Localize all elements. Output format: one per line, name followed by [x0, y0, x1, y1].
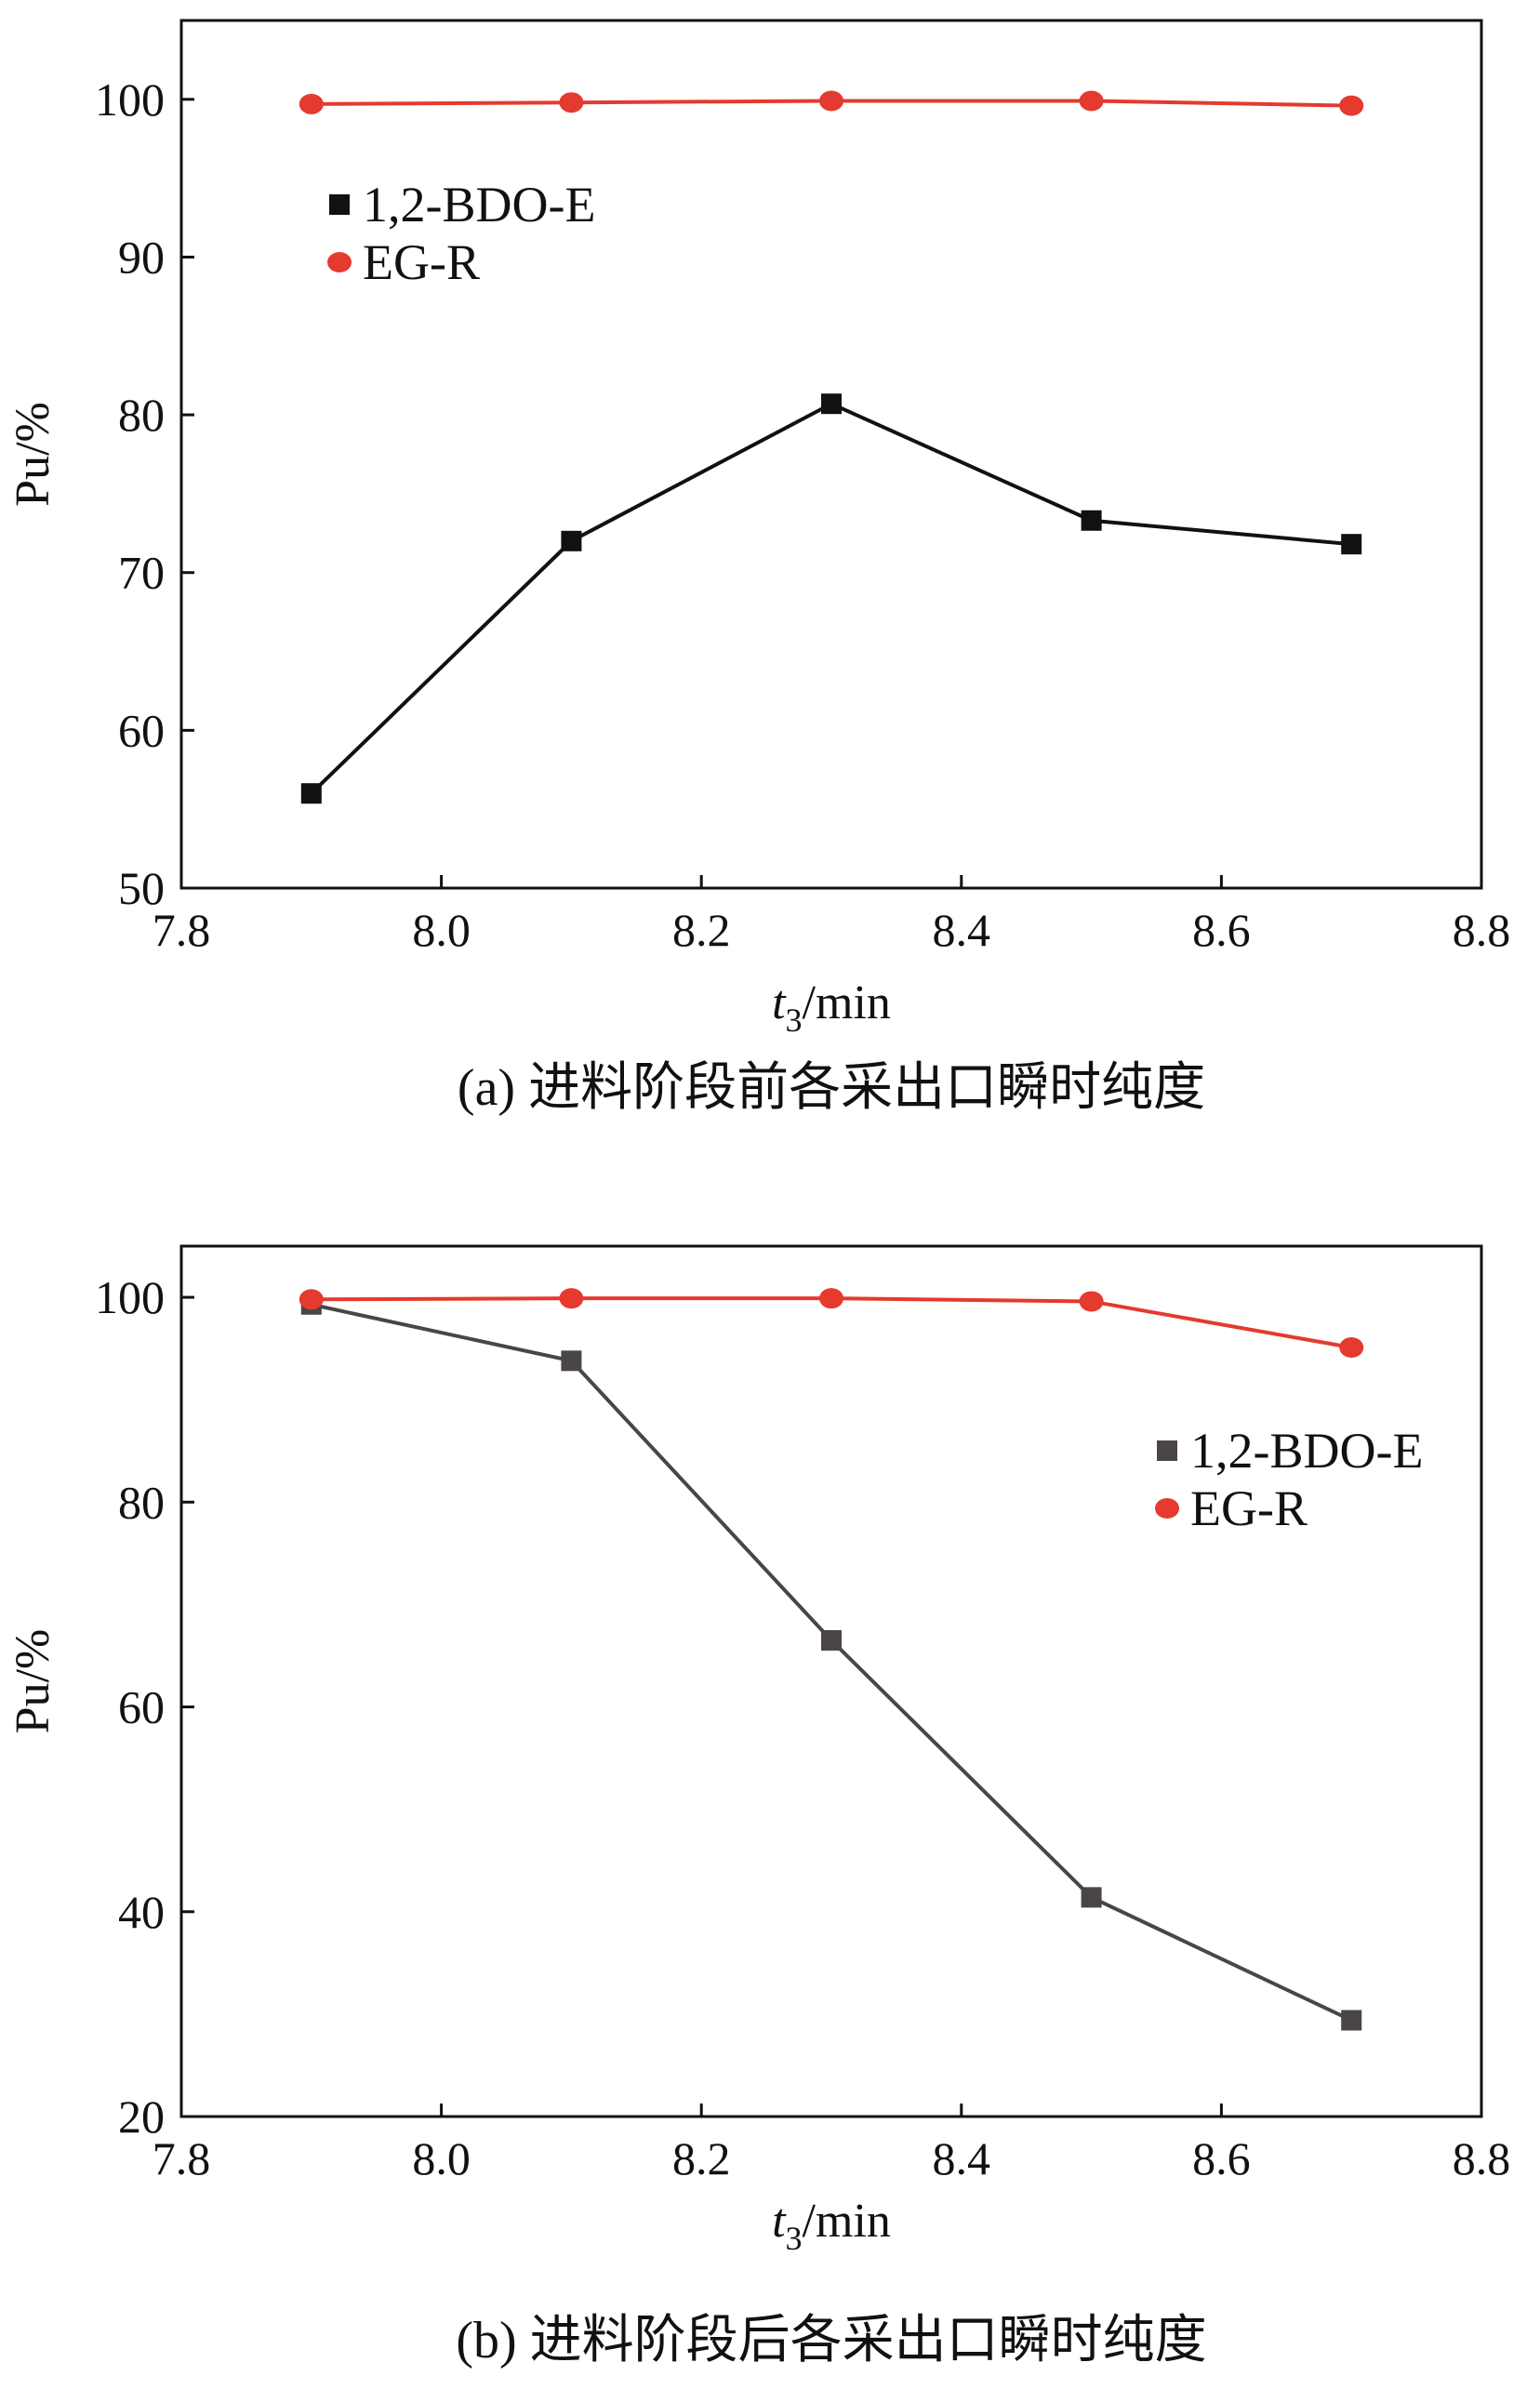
- data-point-circle: [1079, 1291, 1104, 1312]
- series-eg-r: [299, 1288, 1364, 1359]
- data-point-circle: [1339, 1337, 1364, 1359]
- y-tick-label: 100: [95, 1271, 165, 1323]
- legend-entry: EG-R: [1155, 1480, 1308, 1536]
- x-tick-label: 8.4: [933, 904, 991, 956]
- x-axis-label: t3/min: [772, 2195, 891, 2257]
- data-point-square: [561, 1350, 582, 1372]
- y-tick-label: 60: [118, 704, 165, 756]
- legend-label: EG-R: [363, 234, 480, 290]
- x-tick-label: 8.4: [933, 2132, 991, 2184]
- x-tick-label: 8.6: [1192, 904, 1251, 956]
- data-point-square: [300, 783, 322, 804]
- plot-frame: [179, 1244, 1483, 2118]
- series-bdo-e: [300, 1294, 1362, 2031]
- legend-label: EG-R: [1190, 1480, 1308, 1536]
- data-point-square: [1341, 534, 1362, 555]
- x-tick-label: 8.0: [412, 904, 471, 956]
- y-tick-label: 50: [118, 862, 165, 914]
- y-tick-label: 80: [118, 1476, 165, 1528]
- series-bdo-e: [300, 393, 1362, 804]
- data-point-square: [561, 530, 582, 551]
- data-point-square: [821, 393, 842, 415]
- data-point-square: [1341, 2010, 1362, 2031]
- data-point-square: [1081, 1887, 1102, 1908]
- y-tick-label: 90: [118, 231, 165, 283]
- chart-caption: (a) 进料阶段前各采出口瞬时纯度: [458, 1059, 1205, 1117]
- x-tick-label: 8.6: [1192, 2132, 1251, 2184]
- legend-entry: 1,2-BDO-E: [329, 177, 595, 232]
- chart-a: 7.8 8.0 8.2 8.4 8.6 8.8 50 60 70 80 90 100 Pu/% t3/mi…: [7, 19, 1511, 1117]
- x-tick-label: 8.8: [1453, 2132, 1511, 2184]
- plot-frame: [179, 19, 1483, 890]
- data-point-circle: [299, 1289, 324, 1310]
- data-point-square: [1081, 510, 1102, 531]
- y-axis-label: Pu/%: [7, 1629, 60, 1734]
- legend-entry: EG-R: [327, 234, 480, 290]
- series-eg-r: [299, 90, 1364, 116]
- legend-marker-circle: [327, 252, 352, 272]
- x-tick-label: 7.8: [153, 904, 211, 956]
- data-point-circle: [559, 1288, 584, 1309]
- legend-marker-square: [1157, 1440, 1177, 1461]
- y-axis-label: Pu/%: [7, 402, 60, 507]
- legend-marker-circle: [1155, 1498, 1179, 1519]
- y-tick-label: 80: [118, 389, 165, 441]
- data-point-square: [821, 1629, 842, 1651]
- series-line: [311, 1302, 1353, 2023]
- legend-label: 1,2-BDO-E: [1190, 1423, 1423, 1479]
- x-axis-label: t3/min: [772, 976, 891, 1039]
- y-tick-label: 60: [118, 1681, 165, 1733]
- chart-caption: (b) 进料阶段后各采出口瞬时纯度: [456, 2312, 1206, 2369]
- x-tick-label: 8.2: [672, 2132, 731, 2184]
- y-tick-label: 70: [118, 547, 165, 599]
- x-tick-label: 8.0: [412, 2132, 471, 2184]
- data-point-circle: [819, 1288, 843, 1309]
- x-tick-label: 7.8: [153, 2132, 211, 2184]
- series-line: [310, 401, 1352, 795]
- y-tick-label: 40: [118, 1886, 165, 1938]
- legend-entry: 1,2-BDO-E: [1157, 1423, 1423, 1479]
- legend-marker-square: [329, 194, 350, 215]
- data-point-circle: [819, 90, 843, 112]
- data-point-circle: [1079, 90, 1104, 112]
- data-point-circle: [559, 92, 584, 113]
- chart-b: 7.8 8.0 8.2 8.4 8.6 8.8 20 40 60 80 100 Pu/% t3/min (…: [7, 1244, 1511, 2369]
- y-tick-label: 100: [95, 73, 165, 126]
- x-tick-label: 8.2: [672, 904, 731, 956]
- data-point-circle: [1339, 95, 1364, 116]
- legend-label: 1,2-BDO-E: [363, 177, 595, 232]
- data-point-circle: [299, 93, 324, 114]
- y-tick-label: 20: [118, 2090, 165, 2143]
- x-tick-label: 8.8: [1453, 904, 1511, 956]
